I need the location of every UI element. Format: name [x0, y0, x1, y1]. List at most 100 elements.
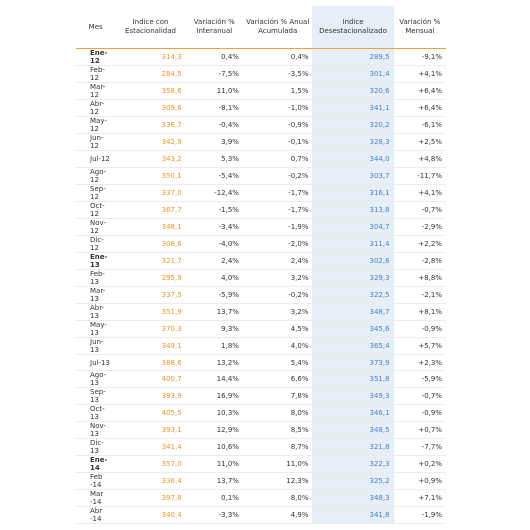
table-row: Feb-12 284,5 -7,5% -3,5% 301,4 +4,1% [76, 65, 446, 83]
value-cell: 351,9 [115, 303, 186, 321]
value-cell: -3,5% [242, 65, 313, 83]
table-row: Jun-13 349,1 1,8% 4,0% 365,4 +5,7% [76, 337, 446, 355]
value-cell: 8,5% [242, 421, 313, 440]
value-cell: 365,4 [312, 337, 394, 355]
table-row: Feb -14 336,4 13,7% 12,3% 325,2 +0,9% [76, 472, 446, 491]
value-cell: +2,3% [393, 354, 446, 372]
column-header: Variación % Mensual [393, 6, 446, 49]
value-cell: -12,4% [185, 184, 243, 202]
value-cell: 341,1 [312, 99, 394, 117]
value-cell: 341,8 [312, 506, 394, 525]
value-cell: 329,3 [312, 269, 394, 287]
month-cell: Abr-13 [76, 303, 116, 321]
value-cell: 1,5% [242, 82, 313, 100]
value-cell: 336,4 [115, 472, 186, 491]
month-cell: May-13 [76, 320, 116, 338]
table-row: Oct-13 405,5 10,3% 8,0% 346,1 -0,9% [76, 404, 446, 423]
value-cell: 14,4% [185, 370, 243, 389]
month-cell: Dic-12 [76, 235, 116, 253]
value-cell: 309,6 [115, 99, 186, 117]
value-cell: -7,5% [185, 65, 243, 83]
value-cell: 308,6 [115, 235, 186, 253]
value-cell: 3,2% [242, 269, 313, 287]
table-row: Abr-13 351,9 13,7% 3,2% 348,7 +8,1% [76, 303, 446, 321]
value-cell: -1,0% [242, 99, 313, 117]
value-cell: 350,1 [115, 167, 186, 185]
value-cell: 284,5 [115, 65, 186, 83]
value-cell: 321,7 [115, 252, 186, 270]
value-cell: 348,1 [115, 218, 186, 236]
table-row: Nov-13 393,1 12,9% 8,5% 348,5 +0,7% [76, 421, 446, 440]
value-cell: -9,1% [393, 48, 446, 66]
value-cell: 345,6 [312, 320, 394, 338]
month-cell: Oct-13 [76, 404, 116, 423]
value-cell: +8,1% [393, 303, 446, 321]
value-cell: -0,9% [393, 320, 446, 338]
value-cell: -4,0% [185, 235, 243, 253]
value-cell: +2,2% [393, 235, 446, 253]
value-cell: 337,0 [115, 184, 186, 202]
value-cell: 13,7% [185, 303, 243, 321]
value-cell: +0,2% [393, 455, 446, 474]
value-cell: -0,4% [185, 116, 243, 134]
value-cell: -0,7% [393, 387, 446, 406]
table-row: Dic-13 341,4 10,6% 8,7% 321,8 -7,7% [76, 438, 446, 457]
month-cell: Mar-12 [76, 82, 116, 100]
value-cell: 314,3 [115, 48, 186, 66]
value-cell: 2,4% [185, 252, 243, 270]
value-cell: 346,1 [312, 404, 394, 423]
value-cell: 4,9% [242, 506, 313, 525]
value-cell: -0,7% [393, 201, 446, 219]
value-cell: 367,7 [115, 201, 186, 219]
month-cell: Dic-13 [76, 438, 116, 457]
value-cell: 6,6% [242, 370, 313, 389]
month-cell: Ago-13 [76, 370, 116, 389]
table-row: Ene-14 357,0 11,0% 11,0% 322,3 +0,2% [76, 455, 446, 474]
value-cell: 0,4% [242, 48, 313, 66]
value-cell: 388,6 [115, 354, 186, 372]
month-cell: Mar -14 [76, 489, 116, 508]
value-cell: 9,3% [185, 320, 243, 338]
table-row: Jul-13 388,6 13,2% 5,4% 373,9 +2,3% [76, 354, 446, 372]
value-cell: -0,9% [242, 116, 313, 134]
header-row: Mes Indice con Estacionalidad Variación % … [76, 6, 446, 49]
table-row: Nov-12 348,1 -3,4% -1,9% 304,7 -2,9% [76, 218, 446, 236]
value-cell: 2,4% [242, 252, 313, 270]
month-cell: May-12 [76, 116, 116, 134]
value-cell: -0,2% [242, 286, 313, 304]
month-cell: Sep-13 [76, 387, 116, 406]
table-row: Ago-12 350,1 -5,4% -0,2% 303,7 -11,7% [76, 167, 446, 185]
month-cell: Abr -14 [76, 506, 116, 525]
column-header: Variación % Interanual [185, 6, 243, 49]
value-cell: 321,8 [312, 438, 394, 457]
value-cell: -2,0% [242, 235, 313, 253]
value-cell: 13,7% [185, 472, 243, 491]
value-cell: 349,1 [115, 337, 186, 355]
value-cell: 357,0 [115, 455, 186, 474]
value-cell: -2,8% [393, 252, 446, 270]
month-cell: Mar-13 [76, 286, 116, 304]
value-cell: -6,1% [393, 116, 446, 134]
value-cell: -2,1% [393, 286, 446, 304]
value-cell: -7,7% [393, 438, 446, 457]
month-cell: Feb-13 [76, 269, 116, 287]
value-cell: 320,2 [312, 116, 394, 134]
value-cell: 4,0% [242, 337, 313, 355]
value-cell: 13,2% [185, 354, 243, 372]
month-cell: Ene-14 [76, 455, 116, 474]
table-row: May-13 370,3 9,3% 4,5% 345,6 -0,9% [76, 320, 446, 338]
value-cell: 10,3% [185, 404, 243, 423]
value-cell: 5,4% [242, 354, 313, 372]
value-cell: 12,9% [185, 421, 243, 440]
value-cell: 11,0% [185, 455, 243, 474]
month-cell: Jul-13 [76, 354, 116, 372]
value-cell: 12,3% [242, 472, 313, 491]
value-cell: -3,3% [185, 506, 243, 525]
table-body: Ene-12 314,3 0,4% 0,4% 289,5 -9,1% Feb-12 284,5… [76, 48, 446, 525]
table-row: Abr-12 309,6 -8,1% -1,0% 341,1 +6,4% [76, 99, 446, 117]
value-cell: -11,7% [393, 167, 446, 185]
table-row: Ene-12 314,3 0,4% 0,4% 289,5 -9,1% [76, 48, 446, 66]
value-cell: 343,2 [115, 150, 186, 168]
value-cell: 325,2 [312, 472, 394, 491]
